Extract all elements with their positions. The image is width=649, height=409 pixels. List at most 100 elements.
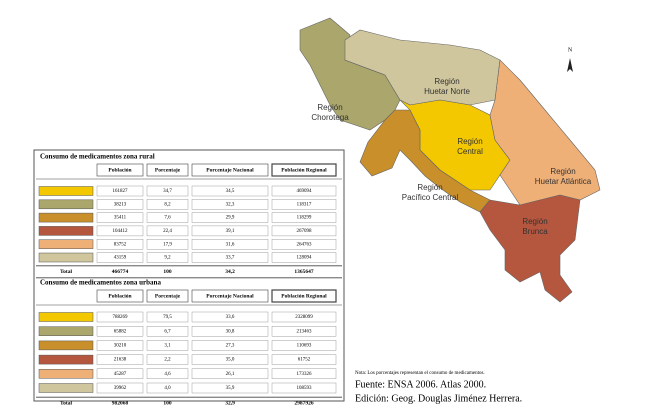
cell [146, 382, 189, 394]
cell-value: 788269 [113, 315, 129, 320]
cell [96, 185, 144, 197]
cell [96, 252, 144, 263]
region-label: Pacífico Central [402, 193, 459, 202]
cell [191, 185, 269, 197]
region-label: Chorotega [311, 113, 349, 122]
region-label: Región [317, 103, 342, 112]
cell [96, 340, 144, 351]
cell [271, 238, 337, 250]
swatch [38, 252, 94, 263]
cell-value: 61752 [298, 358, 311, 363]
column-header: Población [108, 293, 131, 299]
cell-value: 21638 [114, 358, 127, 363]
cell-value: 31,6 [226, 242, 235, 247]
cell-value: 173326 [297, 372, 313, 377]
header-cell [146, 289, 189, 303]
region-label: Huetar Norte [424, 87, 470, 96]
cell-value: 39962 [114, 386, 127, 391]
region-label: Región [550, 167, 575, 176]
cell [96, 382, 144, 394]
cell [191, 199, 269, 210]
cell [146, 340, 189, 351]
cell [191, 238, 269, 250]
header-cell [146, 163, 189, 177]
cell-value: 26,1 [226, 372, 235, 377]
table-title: Consumo de medicamentos zona rural [40, 153, 155, 161]
cell-value: 35411 [114, 216, 127, 221]
region-label: Central [457, 147, 483, 156]
cell [271, 225, 337, 237]
cell-value: 22,4 [163, 229, 172, 234]
cell [146, 185, 189, 197]
column-header: Población Regional [281, 293, 327, 299]
cell [146, 199, 189, 210]
cell [96, 326, 144, 337]
swatch [38, 326, 94, 336]
cell-value: 2328099 [295, 315, 313, 320]
cell [271, 340, 337, 351]
header-cell [191, 163, 269, 177]
cell-value: 469094 [297, 189, 313, 194]
cell-value: 6,7 [164, 329, 171, 334]
note: Nota: Los porcentajes representan el con… [355, 371, 485, 376]
column-header: Población [108, 167, 131, 173]
table-title: Consumo de medicamentos zona urbana [40, 279, 161, 287]
region-label: Huetar Atlántica [535, 177, 592, 186]
cell-value: 27,3 [226, 344, 235, 349]
cell [271, 326, 337, 337]
region-label: Región [457, 137, 482, 146]
swatch [38, 186, 94, 196]
cell [271, 185, 337, 197]
cell [271, 252, 337, 263]
cell [96, 354, 144, 365]
cell [191, 225, 269, 237]
total-value: 34,2 [225, 269, 235, 275]
column-header: Porcentaje Nacional [206, 293, 254, 299]
cell [191, 354, 269, 365]
cell-value: 108593 [297, 386, 313, 391]
header-cell [271, 163, 337, 177]
cell [191, 212, 269, 223]
column-header: Población Regional [281, 167, 327, 173]
region-label: Región [417, 183, 442, 192]
cell-value: 43159 [114, 256, 127, 261]
swatch [38, 340, 94, 351]
region-5 [479, 194, 581, 303]
swatch [38, 354, 94, 365]
header-cell [96, 289, 144, 303]
cell-value: 8,2 [164, 202, 171, 207]
cell-value: 79,5 [163, 315, 172, 320]
cell-value: 128094 [297, 256, 313, 261]
cell-value: 34,7 [163, 189, 172, 194]
cell-value: 32,3 [226, 202, 235, 207]
header-cell [271, 289, 337, 303]
cell [96, 368, 144, 379]
cell [96, 225, 144, 237]
swatch [38, 369, 94, 379]
cell-value: 35,9 [226, 386, 235, 391]
cell-value: 33,7 [226, 256, 235, 261]
cell-value: 83752 [114, 242, 127, 247]
total-label: Total [60, 400, 72, 406]
cell [271, 382, 337, 394]
header-cell [96, 163, 144, 177]
cell [191, 382, 269, 394]
edition: Edición: Geog. Douglas Jiménez Herrera. [355, 393, 522, 404]
total-label: Total [60, 269, 72, 275]
cell [96, 238, 144, 250]
cell [146, 238, 189, 250]
cell-value: 7,6 [164, 216, 171, 221]
cell-value: 4,6 [164, 372, 171, 377]
total-value: 1365647 [294, 269, 314, 275]
region-label: Región [522, 217, 547, 226]
north-label: N [568, 47, 573, 53]
total-value: 100 [163, 400, 172, 406]
total-value: 2987926 [294, 400, 314, 406]
cell-value: 30,8 [226, 329, 235, 334]
total-value: 466774 [112, 269, 129, 275]
cell-value: 161827 [113, 189, 129, 194]
total-value: 100 [163, 269, 172, 275]
cell-value: 213463 [297, 329, 313, 334]
